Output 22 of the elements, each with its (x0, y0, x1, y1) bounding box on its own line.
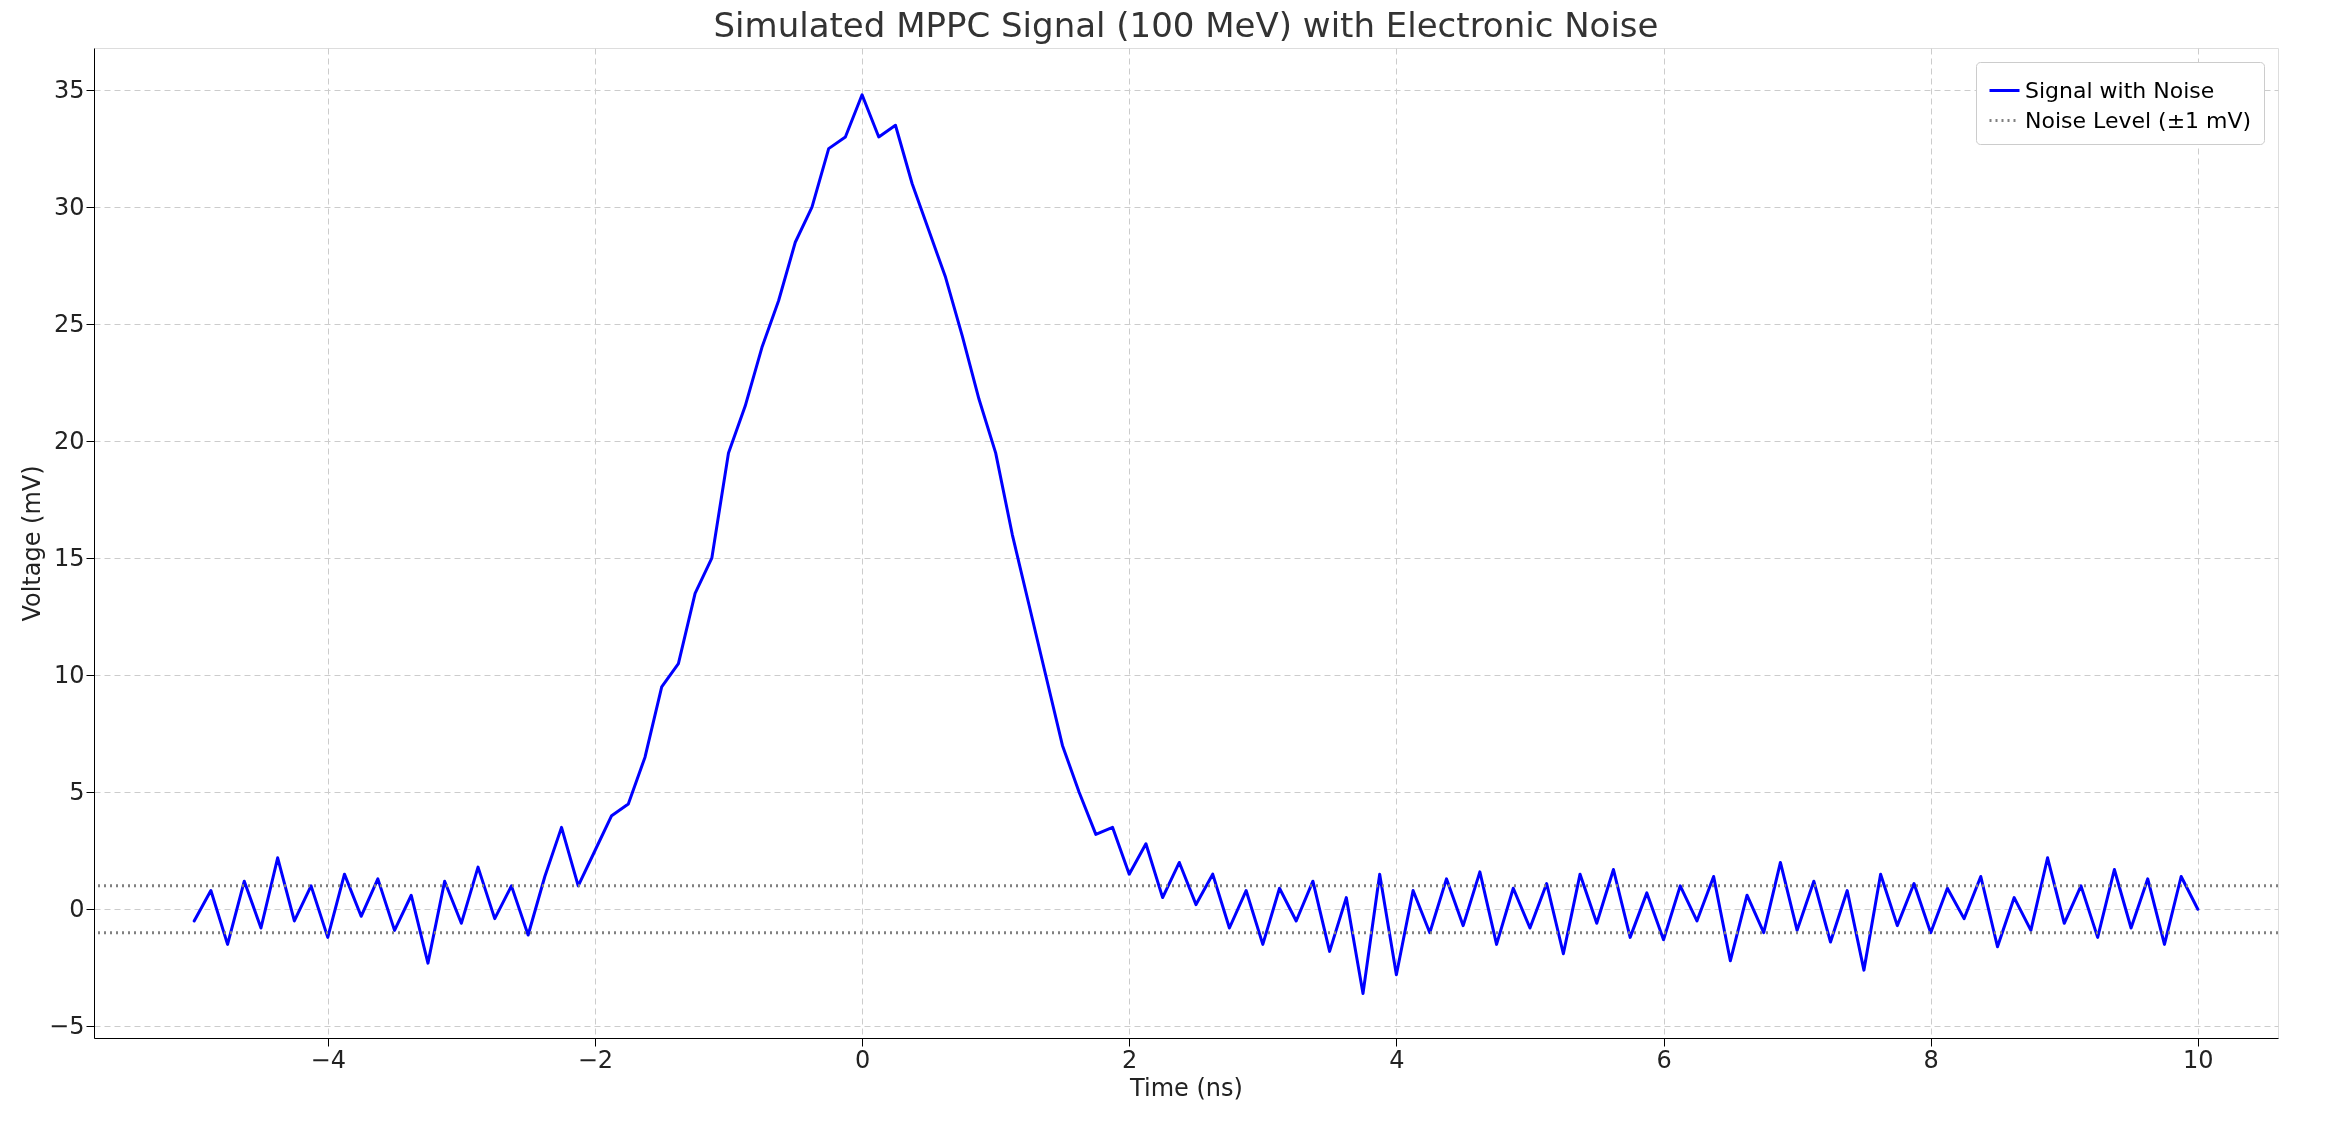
x-axis-title: Time (ns) (1129, 1073, 1243, 1102)
y-axis-title: Voltage (mV) (18, 465, 47, 622)
y-tick-label: −5 (49, 1011, 85, 1040)
x-tick-label: 4 (1389, 1045, 1405, 1074)
x-tick-label: 6 (1656, 1045, 1672, 1074)
y-tick-label: 20 (53, 426, 85, 455)
y-tick-label: 15 (53, 543, 85, 572)
y-tick-label: 5 (69, 777, 85, 806)
y-tick-label: 35 (53, 75, 85, 104)
x-tick-label: −4 (310, 1045, 346, 1074)
y-tick-label: 0 (69, 894, 85, 923)
chart-title: Simulated MPPC Signal (100 MeV) with Electronic Noise (713, 5, 1659, 45)
legend-label: Noise Level (±1 mV) (2025, 107, 2252, 133)
x-tick-label: 0 (854, 1045, 871, 1074)
x-tick-label: 10 (2183, 1045, 2214, 1074)
y-tick-label: 25 (53, 309, 85, 338)
y-tick-label: 30 (53, 192, 85, 221)
x-tick-label: 2 (1122, 1045, 1138, 1074)
y-tick-label: 10 (53, 660, 85, 689)
x-tick-label: −2 (577, 1045, 614, 1074)
legend-label: Signal with Noise (2025, 77, 2215, 103)
x-tick-label: 8 (1923, 1045, 1939, 1074)
